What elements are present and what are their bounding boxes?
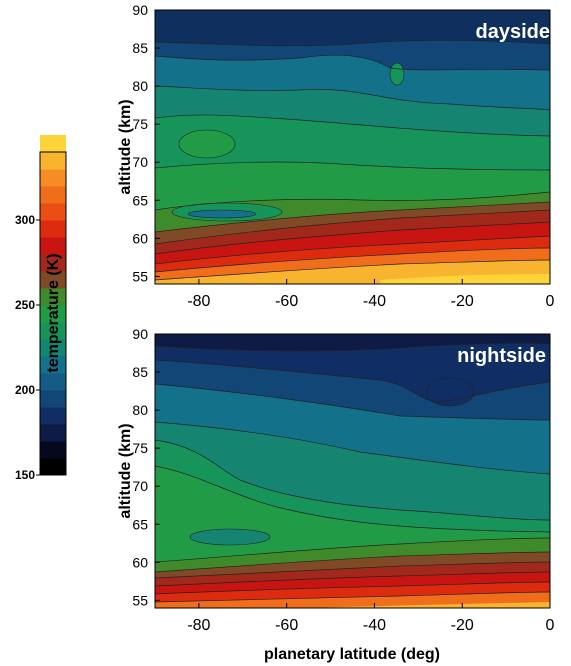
x-axis-label: planetary latitude (deg) <box>264 646 440 663</box>
colorbar-cell <box>40 458 66 476</box>
colorbar-label: temperature (K) <box>45 253 62 372</box>
nightside-region <box>189 528 271 546</box>
y-tick-label: 60 <box>132 230 148 246</box>
colorbar-tick-label: 300 <box>15 213 35 227</box>
x-tick-label: 0 <box>546 617 555 634</box>
dayside-frame <box>154 9 551 285</box>
y-tick-label: 70 <box>132 154 148 170</box>
nightside-axes: -80 -60 -40 -20 0 90 85 80 75 70 65 60 55 <box>132 326 554 634</box>
y-tick-label: 55 <box>132 592 148 608</box>
colorbar-cell <box>40 373 66 391</box>
nightside-field <box>155 334 550 608</box>
colorbar-cell <box>40 220 66 238</box>
x-tick-label: -20 <box>451 617 474 634</box>
colorbar: 300 250 200 150 temperature (K) <box>15 135 67 482</box>
dayside-field <box>155 10 550 284</box>
dayside-region <box>380 274 550 284</box>
colorbar-cell <box>40 135 66 153</box>
panel-nightside: -80 -60 -40 -20 0 90 85 80 75 70 65 60 55 altitude (… <box>117 326 555 663</box>
x-tick-label: 0 <box>546 293 555 310</box>
nightside-region <box>425 377 475 407</box>
colorbar-cell <box>40 441 66 459</box>
colorbar-cell <box>40 407 66 425</box>
colorbar-cell <box>40 271 66 289</box>
colorbar-cell <box>40 322 66 340</box>
dayside-region <box>178 129 236 159</box>
y-tick-label: 80 <box>132 402 148 418</box>
colorbar-cell <box>40 305 66 323</box>
colorbar-tick-label: 250 <box>15 298 35 312</box>
y-tick-label: 70 <box>132 478 148 494</box>
y-tick-label: 90 <box>132 326 148 342</box>
dayside-panel-label: dayside <box>476 21 550 43</box>
nightside-region <box>300 602 550 608</box>
x-tick-label: -60 <box>275 617 298 634</box>
y-tick-label: 85 <box>132 40 148 56</box>
colorbar-frame <box>39 151 67 476</box>
nightside-frame <box>154 333 551 609</box>
x-tick-label: -40 <box>363 617 386 634</box>
nightside-contours <box>155 342 550 603</box>
colorbar-tick-label: 200 <box>15 383 35 397</box>
y-tick-label: 75 <box>132 116 148 132</box>
colorbar-cell <box>40 152 66 170</box>
y-tick-label: 80 <box>132 78 148 94</box>
y-tick-label: 55 <box>132 268 148 284</box>
colorbar-cell <box>40 237 66 255</box>
dayside-region <box>187 209 257 219</box>
dayside-region <box>389 62 405 86</box>
y-tick-label: 90 <box>132 2 148 18</box>
x-tick-label: -20 <box>451 293 474 310</box>
colorbar-cell <box>40 169 66 187</box>
nightside-y-axis-label: altitude (km) <box>117 423 134 518</box>
y-tick-label: 60 <box>132 554 148 570</box>
colorbar-cell <box>40 339 66 357</box>
panel-dayside: -80 -60 -40 -20 0 90 85 80 75 70 65 60 55 altitude (… <box>117 2 555 310</box>
colorbar-cell <box>40 390 66 408</box>
colorbar-cell <box>40 356 66 374</box>
y-tick-label: 65 <box>132 516 148 532</box>
x-tick-label: -40 <box>363 293 386 310</box>
x-tick-label: -80 <box>187 617 210 634</box>
colorbar-cell <box>40 203 66 221</box>
x-tick-label: -80 <box>187 293 210 310</box>
dayside-axes: -80 -60 -40 -20 0 90 85 80 75 70 65 60 55 <box>132 2 554 310</box>
colorbar-tick-label: 150 <box>15 468 35 482</box>
nightside-region <box>155 592 550 608</box>
colorbar-cell <box>40 288 66 306</box>
dayside-y-axis-label: altitude (km) <box>117 99 134 194</box>
nightside-panel-label: nightside <box>457 345 546 367</box>
colorbar-ticks: 300 250 200 150 <box>15 213 40 482</box>
y-tick-label: 75 <box>132 440 148 456</box>
x-tick-label: -60 <box>275 293 298 310</box>
colorbar-cell <box>40 254 66 272</box>
dayside-contours <box>155 39 550 281</box>
y-tick-label: 85 <box>132 364 148 380</box>
colorbar-cell <box>40 186 66 204</box>
colorbar-cell <box>40 424 66 442</box>
colorbar-cells <box>40 135 66 476</box>
y-tick-label: 65 <box>132 192 148 208</box>
